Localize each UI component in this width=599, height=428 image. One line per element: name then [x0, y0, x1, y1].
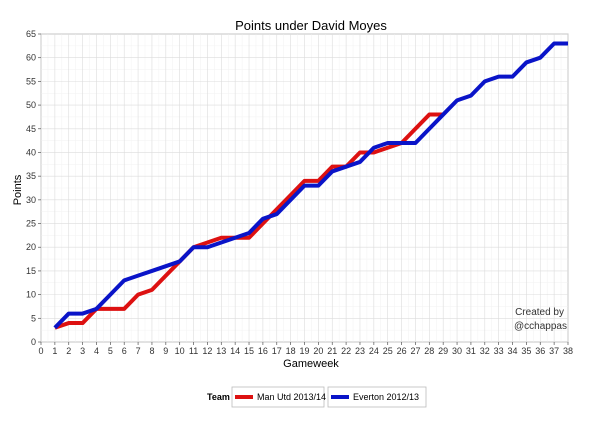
x-tick-label: 20: [313, 346, 323, 356]
x-tick-label: 33: [494, 346, 504, 356]
x-tick-label: 30: [452, 346, 462, 356]
y-tick-label: 40: [26, 147, 36, 157]
x-tick-label: 2: [66, 346, 71, 356]
x-tick-label: 19: [299, 346, 309, 356]
y-tick-label: 45: [26, 124, 36, 134]
y-tick-label: 50: [26, 100, 36, 110]
chart-title: Points under David Moyes: [235, 18, 387, 33]
x-tick-label: 8: [149, 346, 154, 356]
y-axis-ticks: 0 5 10 15 20 25 30 35 40 45 50 55 60 65: [26, 29, 41, 347]
x-tick-label: 29: [438, 346, 448, 356]
legend-title: Team: [207, 392, 230, 402]
y-tick-label: 0: [31, 337, 36, 347]
x-tick-label: 5: [108, 346, 113, 356]
x-tick-label: 0: [38, 346, 43, 356]
x-tick-label: 9: [163, 346, 168, 356]
y-tick-label: 55: [26, 76, 36, 86]
x-tick-label: 1: [52, 346, 57, 356]
x-tick-label: 10: [175, 346, 185, 356]
legend-label-man-utd: Man Utd 2013/14: [257, 392, 326, 402]
legend: Team Man Utd 2013/14 Everton 2012/13: [207, 386, 427, 408]
x-tick-label: 4: [94, 346, 99, 356]
y-tick-label: 20: [26, 242, 36, 252]
y-tick-label: 60: [26, 53, 36, 63]
x-tick-label: 11: [189, 346, 198, 356]
x-tick-label: 22: [341, 346, 351, 356]
annotation-created-by: Created by: [515, 307, 564, 318]
x-tick-label: 6: [122, 346, 127, 356]
x-tick-label: 35: [521, 346, 531, 356]
x-tick-label: 34: [508, 346, 518, 356]
x-tick-label: 23: [355, 346, 365, 356]
series-lines: [53, 41, 568, 330]
x-tick-label: 27: [410, 346, 420, 356]
x-tick-label: 15: [244, 346, 254, 356]
y-axis-title: Points: [12, 174, 24, 205]
x-tick-label: 21: [327, 346, 337, 356]
x-tick-label: 3: [80, 346, 85, 356]
legend-key-box-man-utd: [231, 386, 325, 408]
y-tick-label: 10: [26, 290, 36, 300]
y-tick-label: 35: [26, 171, 36, 181]
x-tick-label: 26: [397, 346, 407, 356]
x-tick-label: 28: [424, 346, 434, 356]
y-tick-label: 65: [26, 29, 36, 39]
x-tick-label: 25: [383, 346, 393, 356]
x-tick-label: 24: [369, 346, 379, 356]
legend-key-box-everton: [327, 386, 427, 408]
y-tick-label: 15: [26, 266, 36, 276]
x-tick-label: 32: [480, 346, 490, 356]
x-tick-label: 38: [563, 346, 573, 356]
x-tick-label: 36: [535, 346, 545, 356]
annotation-handle: @cchappas: [514, 321, 567, 332]
x-tick-label: 16: [258, 346, 268, 356]
series-line-everton: [53, 41, 568, 330]
x-axis-ticks: 0 1 2 3 4 5 6 7 8 9 10 11 12 13 14 15 16 17 18 19 20 21 22 23 24…: [38, 342, 573, 356]
y-tick-label: 30: [26, 195, 36, 205]
y-tick-label: 25: [26, 219, 36, 229]
x-tick-label: 18: [286, 346, 296, 356]
legend-label-everton: Everton 2012/13: [353, 392, 419, 402]
series-line-man-utd: [54, 112, 444, 330]
x-tick-label: 12: [202, 346, 212, 356]
x-tick-label: 7: [136, 346, 141, 356]
x-tick-label: 37: [549, 346, 559, 356]
x-tick-label: 13: [216, 346, 226, 356]
y-tick-label: 5: [31, 313, 36, 323]
x-tick-label: 17: [272, 346, 282, 356]
x-tick-label: 14: [230, 346, 240, 356]
x-axis-title: Gameweek: [283, 358, 339, 370]
x-tick-label: 31: [466, 346, 476, 356]
